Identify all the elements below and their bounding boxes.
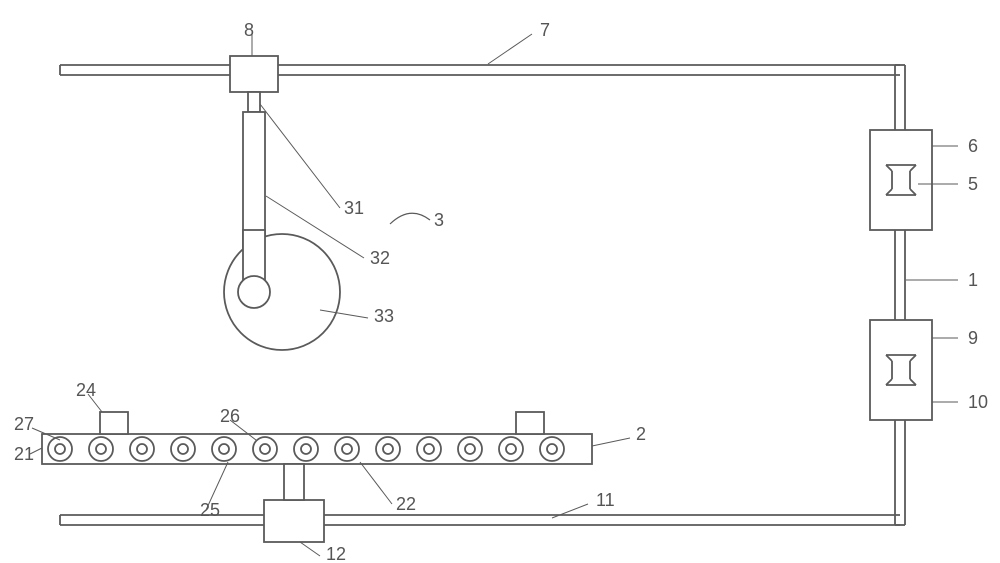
leader-31	[260, 104, 340, 208]
roller-inner	[96, 444, 106, 454]
right-post-1b	[895, 230, 905, 320]
label-31: 31	[344, 198, 364, 218]
stop-24-0	[100, 412, 128, 434]
bottom-rail-11	[60, 515, 900, 525]
label-5: 5	[968, 174, 978, 194]
label-8: 8	[244, 20, 254, 40]
top-rail-7	[60, 65, 900, 75]
label-32: 32	[370, 248, 390, 268]
arc-3	[390, 213, 430, 224]
label-9: 9	[968, 328, 978, 348]
label-26: 26	[220, 406, 240, 426]
slider-8	[230, 56, 278, 92]
roller-inner	[547, 444, 557, 454]
roller-inner	[424, 444, 434, 454]
roller-inner	[137, 444, 147, 454]
label-27: 27	[14, 414, 34, 434]
label-12: 12	[326, 544, 346, 563]
leader-2	[592, 438, 630, 446]
roller-inner	[465, 444, 475, 454]
label-33: 33	[374, 306, 394, 326]
label-24: 24	[76, 380, 96, 400]
label-2: 2	[636, 424, 646, 444]
slider-12	[264, 500, 324, 542]
leader-22	[360, 462, 392, 504]
label-21: 21	[14, 444, 34, 464]
label-10: 10	[968, 392, 988, 412]
block-6	[870, 130, 932, 230]
label-3: 3	[434, 210, 444, 230]
stub-31	[248, 92, 260, 112]
label-22: 22	[396, 494, 416, 514]
connector-25	[284, 464, 304, 500]
roller-inner	[219, 444, 229, 454]
engineering-diagram: 12356789101112212224252627313233	[0, 0, 1000, 563]
right-post-1c	[895, 420, 905, 525]
roller-inner	[383, 444, 393, 454]
roller-inner	[506, 444, 516, 454]
roller-inner	[301, 444, 311, 454]
label-7: 7	[540, 20, 550, 40]
wheel-33-hub	[238, 276, 270, 308]
label-6: 6	[968, 136, 978, 156]
leader-7	[488, 34, 532, 64]
label-11: 11	[596, 490, 615, 510]
roller-inner	[260, 444, 270, 454]
label-25: 25	[200, 500, 220, 520]
roller-inner	[55, 444, 65, 454]
label-1: 1	[968, 270, 978, 290]
stop-24-1	[516, 412, 544, 434]
roller-inner	[342, 444, 352, 454]
leader-12	[300, 542, 320, 556]
roller-inner	[178, 444, 188, 454]
leader-11	[552, 504, 588, 518]
block-10	[870, 320, 932, 420]
